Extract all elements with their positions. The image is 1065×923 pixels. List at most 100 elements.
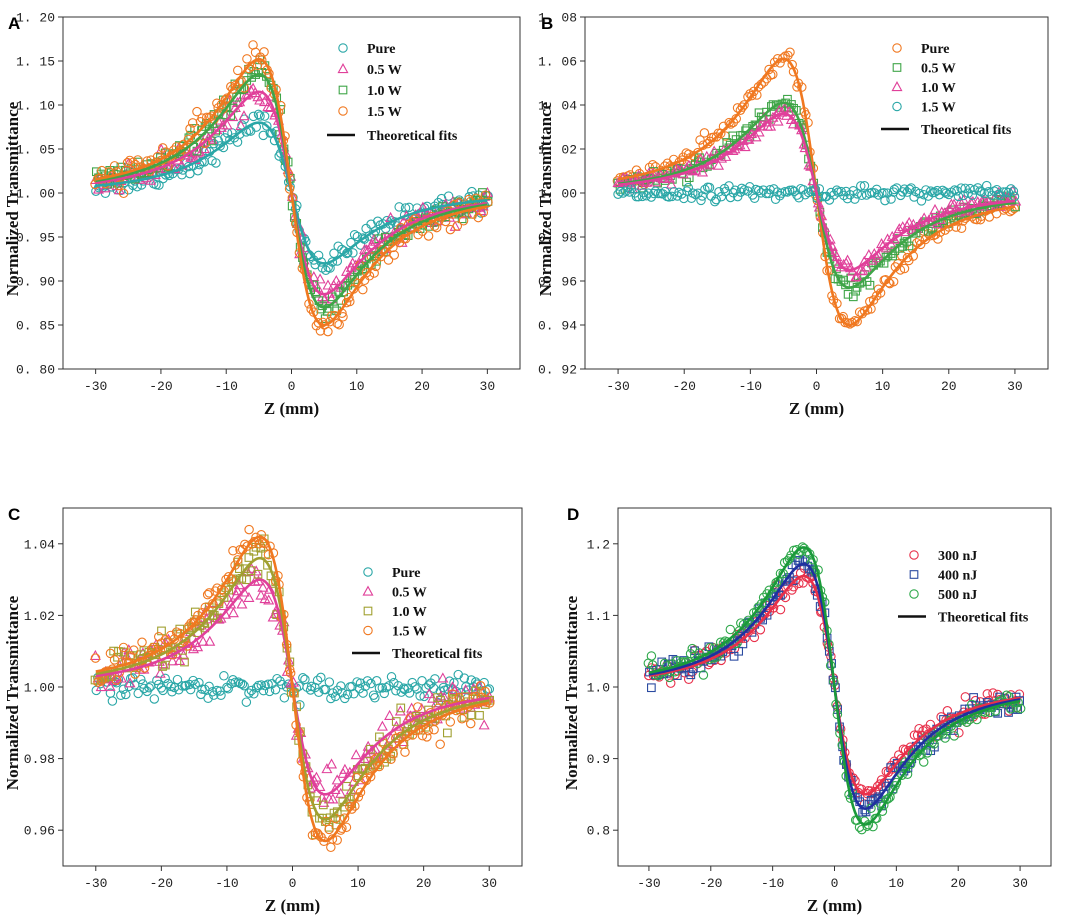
data-point	[899, 263, 910, 274]
y-tick-label: 0.96	[24, 824, 55, 839]
data-point	[263, 679, 273, 690]
data-point	[350, 749, 362, 760]
data-point	[133, 688, 143, 699]
data-point	[430, 674, 440, 684]
data-point	[366, 678, 376, 689]
data-point	[185, 168, 195, 179]
data-point	[879, 800, 889, 810]
data-point	[384, 681, 394, 691]
data-point	[156, 683, 167, 693]
data-point	[326, 758, 338, 769]
data-point	[216, 690, 226, 700]
data-point	[412, 702, 423, 712]
data-point	[447, 681, 459, 692]
data-point	[712, 159, 725, 170]
data-point	[480, 686, 490, 697]
data-point	[362, 740, 374, 751]
data-point	[355, 787, 366, 798]
data-point	[259, 47, 269, 57]
legend: Pure 0.5 W 1.0 W 1.5 W Theoretical fits	[327, 42, 458, 144]
data-point	[831, 185, 842, 195]
data-point	[238, 110, 250, 121]
data-point	[221, 574, 231, 585]
data-point	[333, 241, 343, 252]
data-point	[417, 730, 428, 741]
data-point	[730, 185, 740, 195]
data-point	[332, 835, 342, 845]
data-point	[778, 53, 788, 63]
y-tick-label: 1.2	[587, 537, 610, 552]
data-point	[459, 673, 470, 683]
data-point	[259, 111, 270, 121]
data-point	[649, 188, 659, 199]
y-tick-label: 1. 04	[538, 99, 577, 114]
data-point	[227, 607, 239, 618]
data-point	[113, 652, 122, 662]
data-point	[762, 610, 772, 620]
y-axis-title: Normalized Transmittance	[536, 101, 555, 296]
data-point	[158, 662, 167, 671]
data-point	[262, 101, 274, 112]
data-point	[410, 682, 420, 692]
data-point	[314, 273, 326, 284]
legend-marker	[362, 585, 374, 596]
data-point	[250, 47, 261, 58]
data-point	[349, 689, 359, 699]
data-point	[710, 196, 720, 207]
data-point	[992, 184, 1002, 195]
data-point	[747, 90, 757, 101]
legend-label: 0.5 W	[392, 586, 427, 601]
data-point	[241, 697, 252, 707]
y-tick-label: 1. 08	[538, 11, 577, 26]
data-point	[118, 188, 129, 199]
data-point	[430, 697, 442, 708]
data-point	[423, 231, 434, 241]
data-point	[213, 136, 224, 146]
data-point	[197, 607, 207, 618]
data-point	[697, 191, 707, 201]
data-point	[369, 268, 379, 278]
data-point	[954, 195, 966, 206]
data-point	[272, 673, 282, 684]
data-point	[130, 669, 140, 679]
data-point	[465, 718, 476, 729]
data-point	[137, 637, 147, 648]
data-point	[327, 793, 339, 804]
data-point	[381, 682, 392, 693]
data-point	[358, 233, 368, 243]
data-point	[253, 569, 263, 579]
data-point	[338, 312, 348, 322]
data-point	[404, 688, 415, 698]
data-point	[475, 711, 484, 720]
data-point	[729, 651, 739, 661]
data-point	[198, 143, 210, 154]
x-tick-label: 10	[875, 379, 891, 394]
data-point	[854, 822, 865, 832]
y-tick-label: 1. 20	[16, 11, 55, 26]
data-point	[775, 568, 786, 579]
legend-label: 300 nJ	[938, 549, 977, 564]
data-point	[419, 691, 429, 702]
data-point	[158, 685, 168, 696]
y-axis-title: Normalized Transmittance	[3, 101, 22, 296]
legend-marker	[909, 550, 919, 560]
y-tick-label: 1.00	[24, 681, 55, 696]
data-point	[160, 673, 170, 684]
x-tick-label: 20	[941, 379, 957, 394]
legend-label: 1.5 W	[367, 105, 402, 120]
data-point	[794, 193, 804, 203]
y-tick-label: 1. 00	[538, 187, 577, 202]
data-point	[888, 276, 899, 287]
data-point	[279, 693, 290, 703]
legend-label: 0.5 W	[921, 62, 956, 77]
data-point	[348, 775, 360, 786]
data-point	[157, 626, 166, 636]
data-point	[909, 730, 920, 740]
data-point	[348, 248, 358, 258]
y-tick-label: 1. 15	[16, 55, 55, 70]
data-point	[909, 192, 919, 202]
data-point	[421, 683, 431, 693]
data-point	[435, 739, 445, 750]
data-point	[244, 524, 254, 535]
data-point	[785, 47, 795, 57]
